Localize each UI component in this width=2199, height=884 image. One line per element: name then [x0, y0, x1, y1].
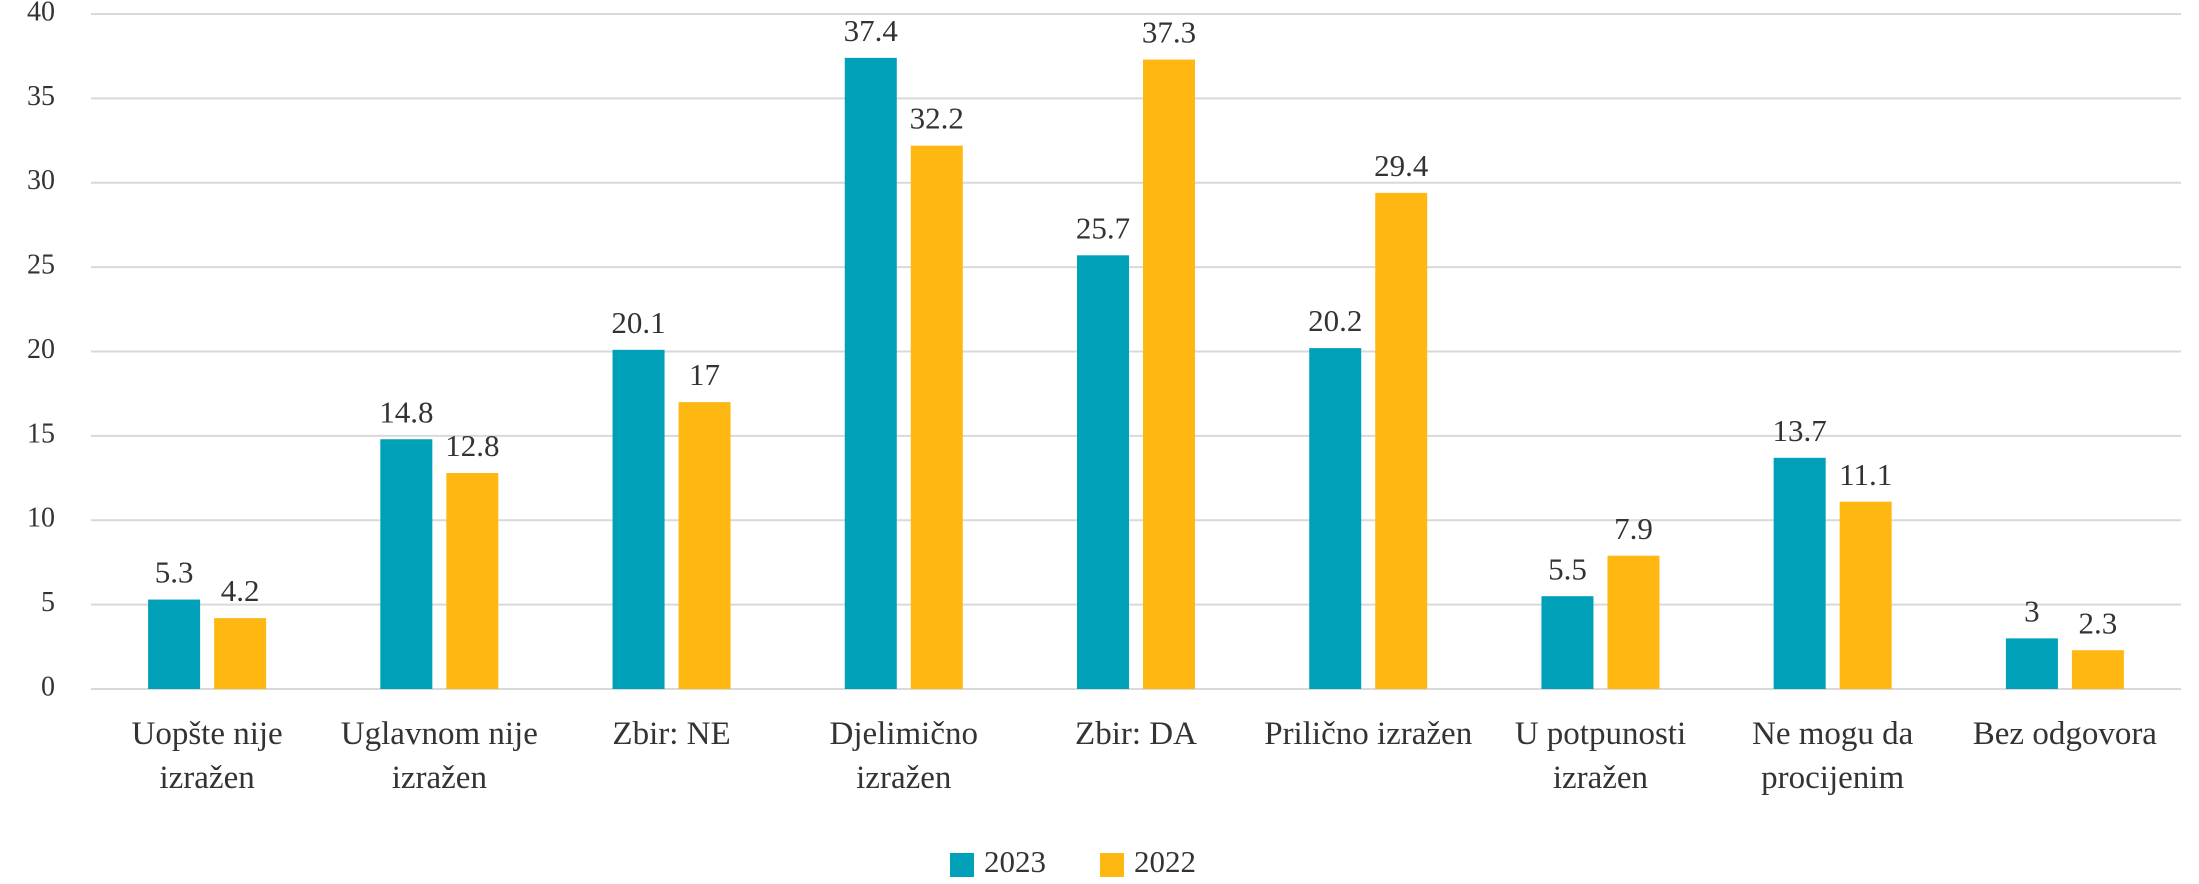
legend-swatch — [950, 853, 974, 877]
y-tick-label: 5 — [41, 587, 55, 618]
bar — [1607, 555, 1660, 689]
bar — [1375, 192, 1428, 689]
data-label: 20.1 — [611, 305, 665, 340]
y-tick-label: 15 — [27, 418, 55, 449]
data-label: 11.1 — [1839, 457, 1892, 492]
bar — [2005, 638, 2058, 689]
bar — [148, 599, 201, 689]
bar — [446, 473, 499, 689]
y-tick-label: 25 — [27, 250, 55, 281]
x-tick-label: Prilično izražen — [1264, 716, 1473, 752]
bar — [678, 402, 731, 689]
bar — [214, 618, 267, 689]
x-tick-label: Djelimično izražen — [829, 716, 978, 796]
y-tick-label: 10 — [27, 503, 55, 534]
data-label: 17 — [689, 357, 720, 392]
data-label: 14.8 — [379, 394, 433, 429]
data-label: 4.2 — [221, 573, 260, 608]
y-tick-label: 0 — [41, 671, 55, 702]
data-label: 2.3 — [2079, 605, 2118, 640]
x-tick-label: Ne mogu da procijenim — [1752, 716, 1914, 796]
bar — [844, 57, 897, 689]
x-tick-label: Zbir: DA — [1075, 716, 1197, 752]
bar — [1541, 596, 1594, 689]
data-label: 32.2 — [910, 101, 964, 136]
x-tick-label: Uopšte nije izražen — [131, 716, 283, 796]
legend-label: 2022 — [1134, 844, 1196, 879]
data-label: 3 — [2024, 593, 2040, 628]
bar — [612, 349, 665, 689]
bar — [380, 439, 433, 689]
data-label: 29.4 — [1374, 148, 1429, 183]
data-label: 12.8 — [445, 428, 499, 463]
x-tick-label: Uglavnom nije izražen — [340, 716, 538, 796]
data-label: 13.7 — [1773, 413, 1827, 448]
data-label: 20.2 — [1308, 303, 1362, 338]
y-tick-label: 30 — [27, 165, 55, 196]
bar — [1077, 255, 1129, 689]
y-tick-label: 35 — [27, 81, 55, 112]
bar — [910, 145, 963, 689]
legend-label: 2023 — [984, 844, 1046, 879]
data-label: 5.3 — [155, 555, 194, 590]
legend-swatch — [1100, 853, 1124, 877]
data-label: 37.3 — [1142, 15, 1196, 50]
bar — [1773, 457, 1826, 689]
data-label: 37.4 — [844, 13, 899, 48]
bar — [1309, 348, 1362, 689]
data-label: 7.9 — [1614, 511, 1653, 546]
x-tick-label: Zbir: NE — [612, 716, 731, 752]
x-tick-label: Bez odgovora — [1972, 716, 2157, 752]
y-tick-label: 40 — [27, 0, 55, 27]
data-label: 25.7 — [1076, 210, 1130, 245]
x-tick-label: U potpunosti izražen — [1514, 716, 1687, 796]
y-tick-label: 20 — [27, 334, 55, 365]
bar — [2071, 650, 2124, 689]
bar — [1143, 59, 1195, 689]
bar — [1839, 501, 1892, 689]
data-label: 5.5 — [1548, 551, 1587, 586]
